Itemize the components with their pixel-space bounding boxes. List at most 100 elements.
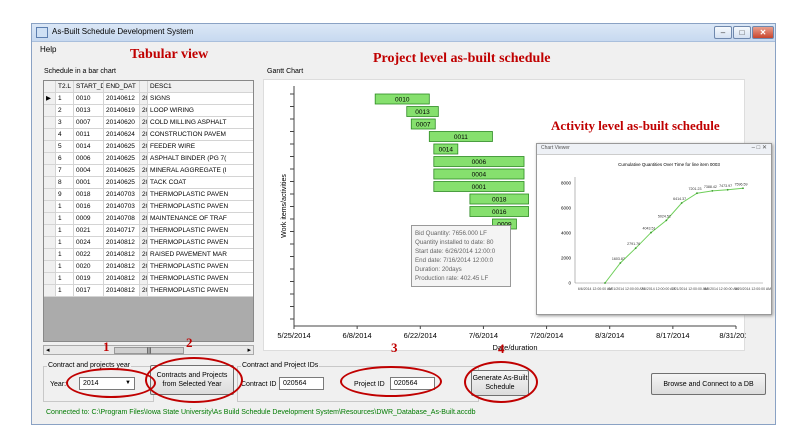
table-row[interactable]: 300072014062020140620COLD MILLING ASPHAL… bbox=[44, 117, 253, 129]
gantt-chart-svg: 5/25/2014 6/8/2014 6/22/2014 7/6/2014 7/20/2… bbox=[277, 86, 753, 352]
table-cell: LOOP WIRING bbox=[148, 105, 253, 117]
column-header[interactable]: T2.L bbox=[56, 81, 74, 93]
tooltip-line: Production rate: 402.45 LF bbox=[415, 275, 489, 282]
browse-db-button[interactable]: Browse and Connect to a DB bbox=[651, 373, 766, 395]
table-cell: 20140812 bbox=[140, 237, 148, 249]
table-cell: 0013 bbox=[74, 105, 104, 117]
table-cell: 0018 bbox=[74, 189, 104, 201]
scroll-thumb[interactable]: ||| bbox=[114, 347, 184, 354]
table-row[interactable]: 100212014071720140717THERMOPLASTIC PAVEN bbox=[44, 225, 253, 237]
scroll-right-arrow-icon[interactable]: ▸ bbox=[247, 347, 251, 354]
x-tick-label: 5/25/2014 bbox=[277, 331, 310, 340]
table-cell: 20140717 bbox=[140, 225, 148, 237]
y-tick-label: 0 bbox=[568, 281, 571, 286]
column-header[interactable] bbox=[140, 81, 148, 93]
table-cell: 0019 bbox=[74, 273, 104, 285]
gantt-bar bbox=[374, 93, 430, 105]
table-row[interactable]: 100092014070820140708MAINTENANCE OF TRAF bbox=[44, 213, 253, 225]
table-cell: 9 bbox=[56, 189, 74, 201]
gantt-bar-label: 0014 bbox=[439, 147, 454, 154]
menu-help[interactable]: Help bbox=[40, 45, 57, 54]
data-label: 4043.51 bbox=[643, 227, 656, 231]
table-cell bbox=[44, 153, 56, 165]
column-header[interactable]: END_DAT bbox=[104, 81, 140, 93]
minimize-button[interactable]: – bbox=[714, 26, 732, 39]
bar-tooltip: Bid Quantity: 7656.000 LF Quantity insta… bbox=[411, 225, 511, 287]
table-cell: 20140625 bbox=[104, 165, 140, 177]
gantt-bar-label: 0013 bbox=[415, 109, 430, 116]
table-cell: 20140812 bbox=[104, 285, 140, 297]
table-cell: 20140708 bbox=[140, 213, 148, 225]
table-row[interactable]: 400112014062420140708CONSTRUCTION PAVEM bbox=[44, 129, 253, 141]
table-cell bbox=[44, 165, 56, 177]
column-header[interactable]: START_D. bbox=[74, 81, 104, 93]
title-bar: As-Built Schedule Development System – □… bbox=[32, 24, 775, 42]
table-cell: 0017 bbox=[74, 285, 104, 297]
table-row[interactable]: 200132014061920140626LOOP WIRING bbox=[44, 105, 253, 117]
x-tick-label: 8/5/2014 12:00:00 AM bbox=[704, 287, 738, 291]
maximize-button[interactable]: □ bbox=[733, 26, 751, 39]
table-row[interactable]: ▶100102014061220140624SIGNS bbox=[44, 93, 253, 105]
table-cell: THERMOPLASTIC PAVEN bbox=[148, 201, 253, 213]
table-row[interactable]: 600062014062520140715ASPHALT BINDER (PG … bbox=[44, 153, 253, 165]
cumulative-quantity-chart: Cumulative Quantities Over Time for line… bbox=[561, 162, 771, 291]
table-row[interactable]: 700042014062520140715MINERAL AGGREGATE (… bbox=[44, 165, 253, 177]
table-cell: 1 bbox=[56, 261, 74, 273]
gantt-bar bbox=[433, 156, 525, 167]
column-header[interactable] bbox=[44, 81, 56, 93]
y-axis-title: Work items/activities bbox=[281, 174, 288, 238]
scroll-left-arrow-icon[interactable]: ◂ bbox=[46, 347, 50, 354]
data-point bbox=[604, 282, 606, 284]
x-tick-label: 8/31/2014 bbox=[719, 331, 746, 340]
data-point bbox=[711, 189, 714, 192]
table-cell: 3 bbox=[56, 117, 74, 129]
table-cell: THERMOPLASTIC PAVEN bbox=[148, 237, 253, 249]
gantt-bar bbox=[433, 143, 459, 155]
data-point bbox=[726, 188, 729, 191]
gantt-bar-label: 0006 bbox=[472, 159, 487, 166]
table-horizontal-scrollbar[interactable]: ◂ ||| ▸ bbox=[43, 345, 254, 355]
data-label: 7473.97 bbox=[719, 184, 732, 188]
gantt-bar bbox=[469, 206, 529, 217]
table-cell: 20140703 bbox=[104, 201, 140, 213]
table-cell: 20140717 bbox=[104, 225, 140, 237]
chart-viewer-title: Chart Viewer bbox=[541, 145, 570, 151]
table-cell: 20140612 bbox=[104, 93, 140, 105]
data-label: 7388.42 bbox=[704, 185, 717, 189]
table-cell: 20140716 bbox=[140, 201, 148, 213]
annotation-project: Project level as-built schedule bbox=[373, 51, 551, 66]
table-cell bbox=[44, 225, 56, 237]
table-row[interactable]: 100192014081220140812THERMOPLASTIC PAVEN bbox=[44, 273, 253, 285]
table-cell: 20140812 bbox=[104, 249, 140, 261]
chart-viewer-window: Chart Viewer – □ ✕ Cumulative Quantities… bbox=[536, 143, 772, 315]
tooltip-line: Duration: 20days bbox=[415, 266, 462, 273]
table-row[interactable]: 800012014062520140715TACK COAT bbox=[44, 177, 253, 189]
table-row[interactable]: 500142014062520140625FEEDER WIRE bbox=[44, 141, 253, 153]
table-row[interactable]: 100202014081220140812THERMOPLASTIC PAVEN bbox=[44, 261, 253, 273]
table-row[interactable]: 900182014070320140716THERMOPLASTIC PAVEN bbox=[44, 189, 253, 201]
table-cell: 7 bbox=[56, 165, 74, 177]
x-tick-label: 8/17/2014 bbox=[656, 331, 689, 340]
table-cell: 0022 bbox=[74, 249, 104, 261]
table-row[interactable]: 100162014070320140716THERMOPLASTIC PAVEN bbox=[44, 201, 253, 213]
table-cell: 1 bbox=[56, 213, 74, 225]
annotation-oval-2 bbox=[145, 357, 243, 403]
table-cell: SIGNS bbox=[148, 93, 253, 105]
table-row[interactable]: 100242014081220140812THERMOPLASTIC PAVEN bbox=[44, 237, 253, 249]
table-row[interactable]: 100222014081220140812RAISED PAVEMENT MAR bbox=[44, 249, 253, 261]
table-cell bbox=[44, 201, 56, 213]
table-row[interactable]: 100172014081220140812THERMOPLASTIC PAVEN bbox=[44, 285, 253, 297]
table-cell: CONSTRUCTION PAVEM bbox=[148, 129, 253, 141]
gantt-bar-label: 0010 bbox=[395, 97, 410, 104]
table-cell: 0007 bbox=[74, 117, 104, 129]
column-header[interactable]: DESC1 bbox=[148, 81, 253, 93]
annotation-oval-1 bbox=[66, 368, 156, 398]
table-cell bbox=[44, 177, 56, 189]
close-button[interactable]: ✕ bbox=[752, 26, 774, 39]
contract-id-field[interactable]: 020564 bbox=[279, 377, 324, 390]
table-cell: 1 bbox=[56, 93, 74, 105]
chart-viewer-controls-icon[interactable]: – □ ✕ bbox=[751, 145, 767, 151]
gantt-bar-label: 0016 bbox=[492, 209, 507, 216]
table-cell: 1 bbox=[56, 249, 74, 261]
